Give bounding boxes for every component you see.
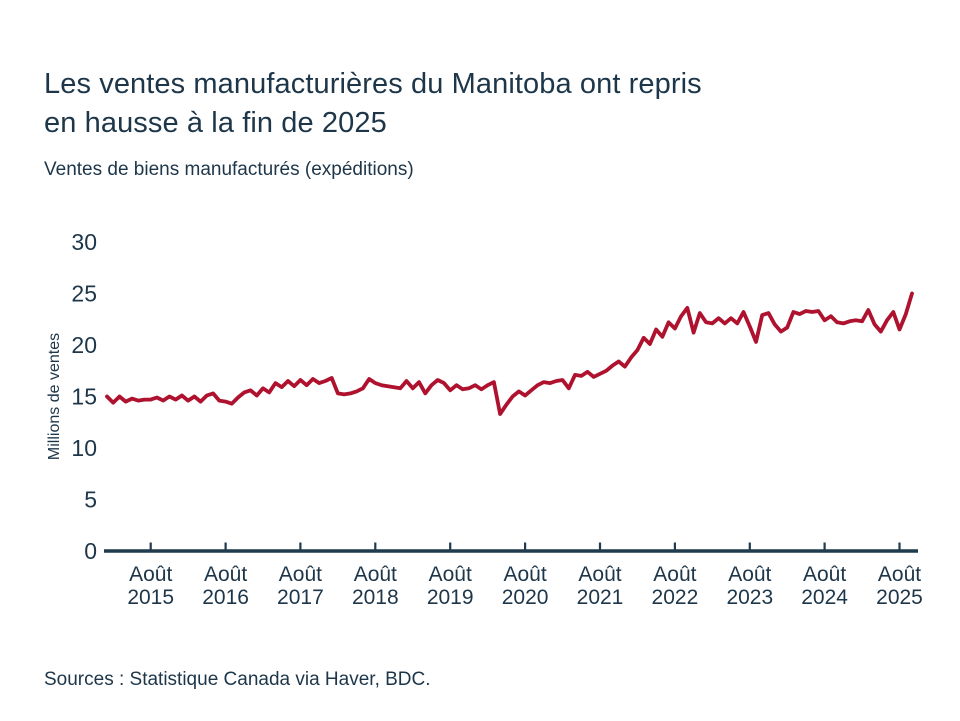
- y-axis-tick-label: 20: [71, 332, 97, 358]
- x-axis-tick-label-year: 2021: [577, 586, 624, 609]
- y-axis-title: Millions de ventes: [46, 333, 63, 460]
- x-axis-tick-label-month: Août: [129, 563, 172, 586]
- y-axis-tick-label: 5: [84, 487, 97, 513]
- y-axis-tick-label: 10: [71, 435, 97, 461]
- x-axis-tick-label-year: 2025: [876, 586, 923, 609]
- x-axis-tick-label-month: Août: [878, 563, 921, 586]
- x-axis-tick-label-year: 2023: [726, 586, 773, 609]
- x-axis-tick-label-month: Août: [204, 563, 247, 586]
- y-axis-tick-label: 15: [71, 384, 97, 410]
- x-axis-tick-label-year: 2024: [801, 586, 848, 609]
- chart-subtitle: Ventes de biens manufacturés (expédition…: [44, 159, 414, 180]
- chart-title-line2: en hausse à la fin de 2025: [44, 107, 387, 140]
- x-axis-tick-label-year: 2020: [502, 586, 549, 609]
- x-axis-tick-label-year: 2017: [277, 586, 324, 609]
- x-axis-tick-label-month: Août: [728, 563, 771, 586]
- chart-title: Les ventes manufacturières du Manitoba o…: [44, 65, 924, 143]
- x-axis-tick-label-month: Août: [803, 563, 846, 586]
- x-axis-tick-label-month: Août: [653, 563, 696, 586]
- chart-title-line1: Les ventes manufacturières du Manitoba o…: [44, 68, 702, 101]
- x-axis-tick-label-year: 2018: [352, 586, 399, 609]
- x-axis-tick-label-month: Août: [429, 563, 472, 586]
- x-axis-tick-label-month: Août: [354, 563, 397, 586]
- x-axis-tick-label-month: Août: [279, 563, 322, 586]
- x-axis-tick-label-year: 2019: [427, 586, 474, 609]
- x-axis-tick-label-year: 2022: [652, 586, 699, 609]
- x-axis-tick-label-month: Août: [503, 563, 546, 586]
- x-axis-tick-label-month: Août: [578, 563, 621, 586]
- data-line: [105, 291, 914, 416]
- y-axis-tick-label: 30: [71, 229, 97, 255]
- y-axis-tick-label: 0: [84, 538, 97, 564]
- x-axis-tick-label-year: 2015: [127, 586, 174, 609]
- y-axis-tick-label: 25: [71, 281, 97, 307]
- sources-note: Sources : Statistique Canada via Haver, …: [44, 669, 431, 690]
- x-axis-tick-label-year: 2016: [202, 586, 249, 609]
